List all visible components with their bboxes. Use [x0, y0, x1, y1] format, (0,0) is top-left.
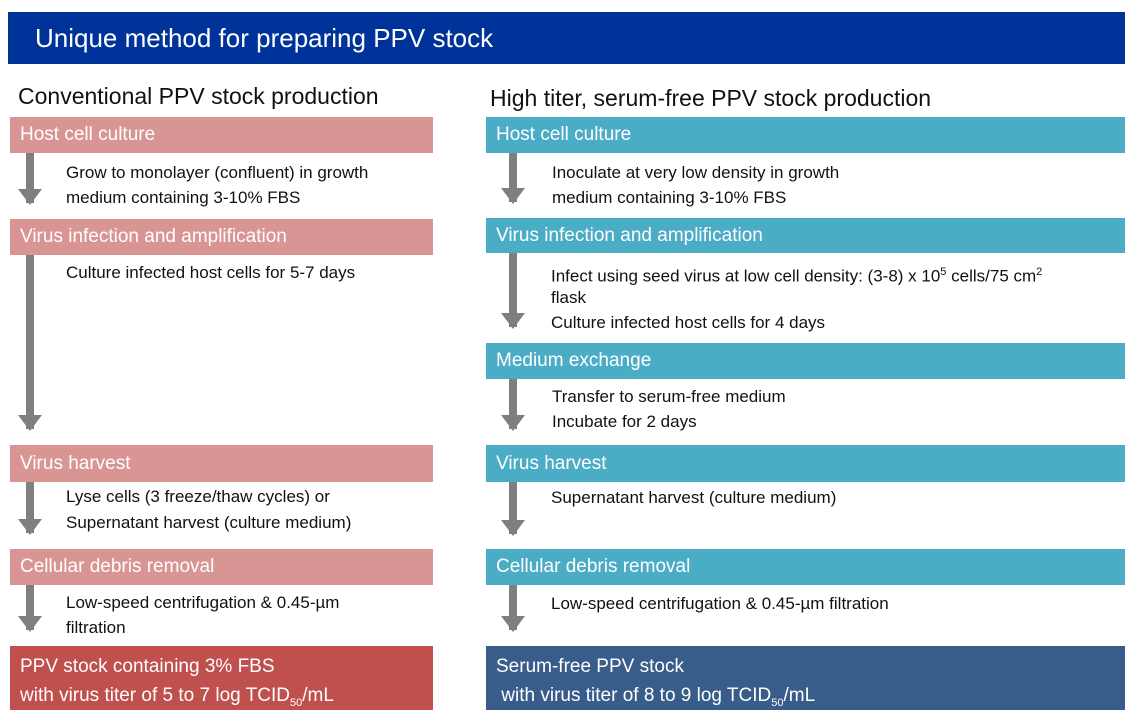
- right-note: medium containing 3-10% FBS: [552, 188, 787, 207]
- right-note: Inoculate at very low density in growth: [552, 163, 840, 182]
- right-note: Infect using seed virus at low cell dens…: [551, 266, 1043, 286]
- right-step-virus-harvest: Virus harvest: [486, 445, 1125, 482]
- header-banner: Unique method for preparing PPV stock: [8, 12, 1125, 64]
- down-arrow-icon: [501, 379, 525, 431]
- right-note: Culture infected host cells for 4 days: [551, 313, 826, 332]
- right-final-line1: Serum-free PPV stock: [496, 656, 684, 677]
- down-arrow-icon: [501, 253, 525, 329]
- down-arrow-icon: [501, 585, 525, 632]
- right-step-virus-infection: Virus infection and amplification: [486, 218, 1125, 253]
- left-column-title: Conventional PPV stock production: [18, 83, 379, 109]
- left-note: filtration: [66, 618, 126, 637]
- unit: /mL: [302, 685, 334, 706]
- left-step-virus-infection: Virus infection and amplification: [10, 219, 433, 255]
- left-final-line2: with virus titer of 5 to 7 log TCID: [20, 685, 290, 706]
- left-step-virus-harvest: Virus harvest: [10, 445, 433, 482]
- right-note: Incubate for 2 days: [552, 412, 697, 431]
- down-arrow-icon: [18, 482, 42, 535]
- left-final-line1: PPV stock containing 3% FBS: [20, 656, 275, 677]
- right-step-medium-exchange: Medium exchange: [486, 343, 1125, 379]
- down-arrow-icon: [501, 482, 525, 536]
- right-final-product: Serum-free PPV stock with virus titer of…: [486, 646, 1125, 710]
- left-step-debris-removal: Cellular debris removal: [10, 549, 433, 585]
- right-note: Supernatant harvest (culture medium): [551, 488, 837, 507]
- right-note: Transfer to serum-free medium: [552, 387, 786, 406]
- subscript: 50: [771, 696, 784, 709]
- right-step-host-cell-culture: Host cell culture: [486, 117, 1125, 153]
- down-arrow-icon: [18, 153, 42, 205]
- left-note: Culture infected host cells for 5-7 days: [66, 263, 356, 282]
- down-arrow-icon: [18, 255, 42, 431]
- right-final-line2: with virus titer of 8 to 9 log TCID: [501, 685, 772, 706]
- left-note: Lyse cells (3 freeze/thaw cycles) or: [66, 487, 330, 506]
- subscript: 50: [289, 696, 303, 709]
- left-final-product: PPV stock containing 3% FBS with virus t…: [10, 646, 433, 710]
- right-note: flask: [551, 288, 586, 307]
- unit: /mL: [783, 685, 816, 706]
- left-step-host-cell-culture: Host cell culture: [10, 117, 433, 153]
- left-note: medium containing 3-10% FBS: [66, 188, 301, 207]
- right-column-title: High titer, serum-free PPV stock product…: [490, 85, 932, 111]
- left-note: Low-speed centrifugation & 0.45-µm: [66, 593, 340, 612]
- right-step-debris-removal: Cellular debris removal: [486, 549, 1125, 585]
- right-note: Low-speed centrifugation & 0.45-µm filtr…: [551, 594, 889, 613]
- down-arrow-icon: [18, 585, 42, 632]
- left-note: Supernatant harvest (culture medium): [66, 513, 352, 532]
- down-arrow-icon: [501, 153, 525, 204]
- left-note: Grow to monolayer (confluent) in growth: [66, 163, 369, 182]
